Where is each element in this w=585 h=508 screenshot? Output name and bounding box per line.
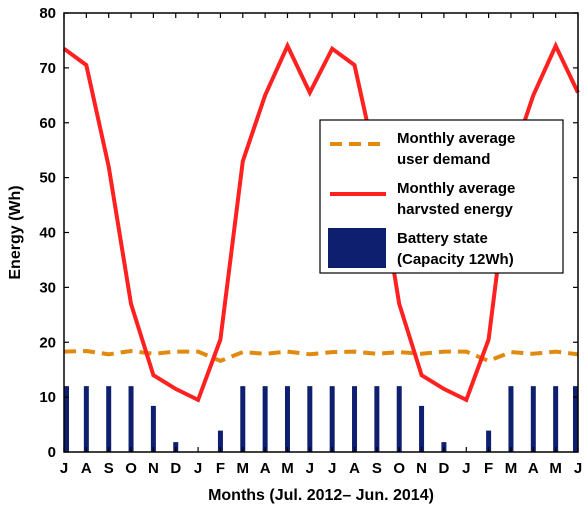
x-tick-label: M (237, 460, 250, 477)
x-tick-label: J (328, 460, 336, 477)
battery-bar (284, 386, 290, 452)
y-axis-title: Energy (Wh) (7, 185, 24, 279)
x-tick-label: J (462, 460, 470, 477)
battery-bar (83, 386, 89, 452)
y-tick-label: 80 (39, 5, 56, 22)
battery-bar (329, 386, 335, 452)
x-tick-label: J (60, 460, 68, 477)
y-tick-label: 20 (39, 334, 56, 351)
x-tick-label: A (349, 460, 360, 477)
battery-bar (374, 386, 380, 452)
x-tick-label: O (393, 460, 405, 477)
y-tick-label: 0 (48, 444, 56, 461)
battery-bar (573, 386, 578, 452)
x-tick-label: D (170, 460, 181, 477)
battery-bar (150, 405, 156, 452)
x-tick-label: O (125, 460, 137, 477)
battery-bar (352, 386, 358, 452)
y-tick-label: 40 (39, 225, 56, 242)
user-demand-line (63, 348, 579, 364)
y-tick-label: 50 (39, 170, 56, 187)
battery-bar (262, 386, 268, 452)
battery-bar (128, 386, 134, 452)
y-tick-label: 30 (39, 279, 56, 296)
battery-bar (217, 430, 223, 452)
legend: Monthly average user demand Monthly averag… (319, 119, 564, 274)
x-tick-label: M (281, 460, 294, 477)
legend-label: Monthly average (397, 130, 515, 147)
battery-bar (64, 386, 69, 452)
battery-bar (240, 386, 246, 452)
battery-bar (508, 386, 514, 452)
x-tick-label: F (484, 460, 493, 477)
x-tick-label: A (528, 460, 539, 477)
legend-label: Battery state (397, 230, 488, 247)
y-tick-label: 60 (39, 115, 56, 132)
x-tick-label: J (194, 460, 202, 477)
legend-label: harvsted energy (397, 201, 514, 218)
legend-label: (Capacity 12Wh) (397, 251, 514, 268)
x-tick-label: N (416, 460, 427, 477)
legend-swatch-battery (328, 228, 386, 268)
x-tick-label: J (306, 460, 314, 477)
battery-bar (106, 386, 112, 452)
y-tick-label: 70 (39, 60, 56, 77)
y-axis-ticks: 0 10 20 30 40 50 60 70 80 (39, 5, 578, 461)
legend-label: Monthly average (397, 180, 515, 197)
battery-bar (419, 405, 425, 452)
battery-bar (553, 386, 559, 452)
x-axis-title: Months (Jul. 2012– Jun. 2014) (208, 487, 434, 504)
y-tick-label: 10 (39, 389, 56, 406)
x-tick-label: A (81, 460, 92, 477)
x-tick-label: F (216, 460, 225, 477)
x-tick-label: S (372, 460, 382, 477)
x-tick-label: M (505, 460, 518, 477)
battery-bars (64, 386, 578, 452)
battery-bar (396, 386, 402, 452)
harvested-energy-line (62, 41, 580, 403)
x-tick-label: S (104, 460, 114, 477)
x-tick-label: D (438, 460, 449, 477)
battery-bar (486, 430, 492, 452)
x-tick-label: M (549, 460, 562, 477)
x-tick-label: J (574, 460, 582, 477)
battery-bar (530, 386, 536, 452)
x-tick-label: A (260, 460, 271, 477)
x-tick-label: N (148, 460, 159, 477)
legend-label: user demand (397, 151, 490, 168)
battery-bar (307, 386, 313, 452)
